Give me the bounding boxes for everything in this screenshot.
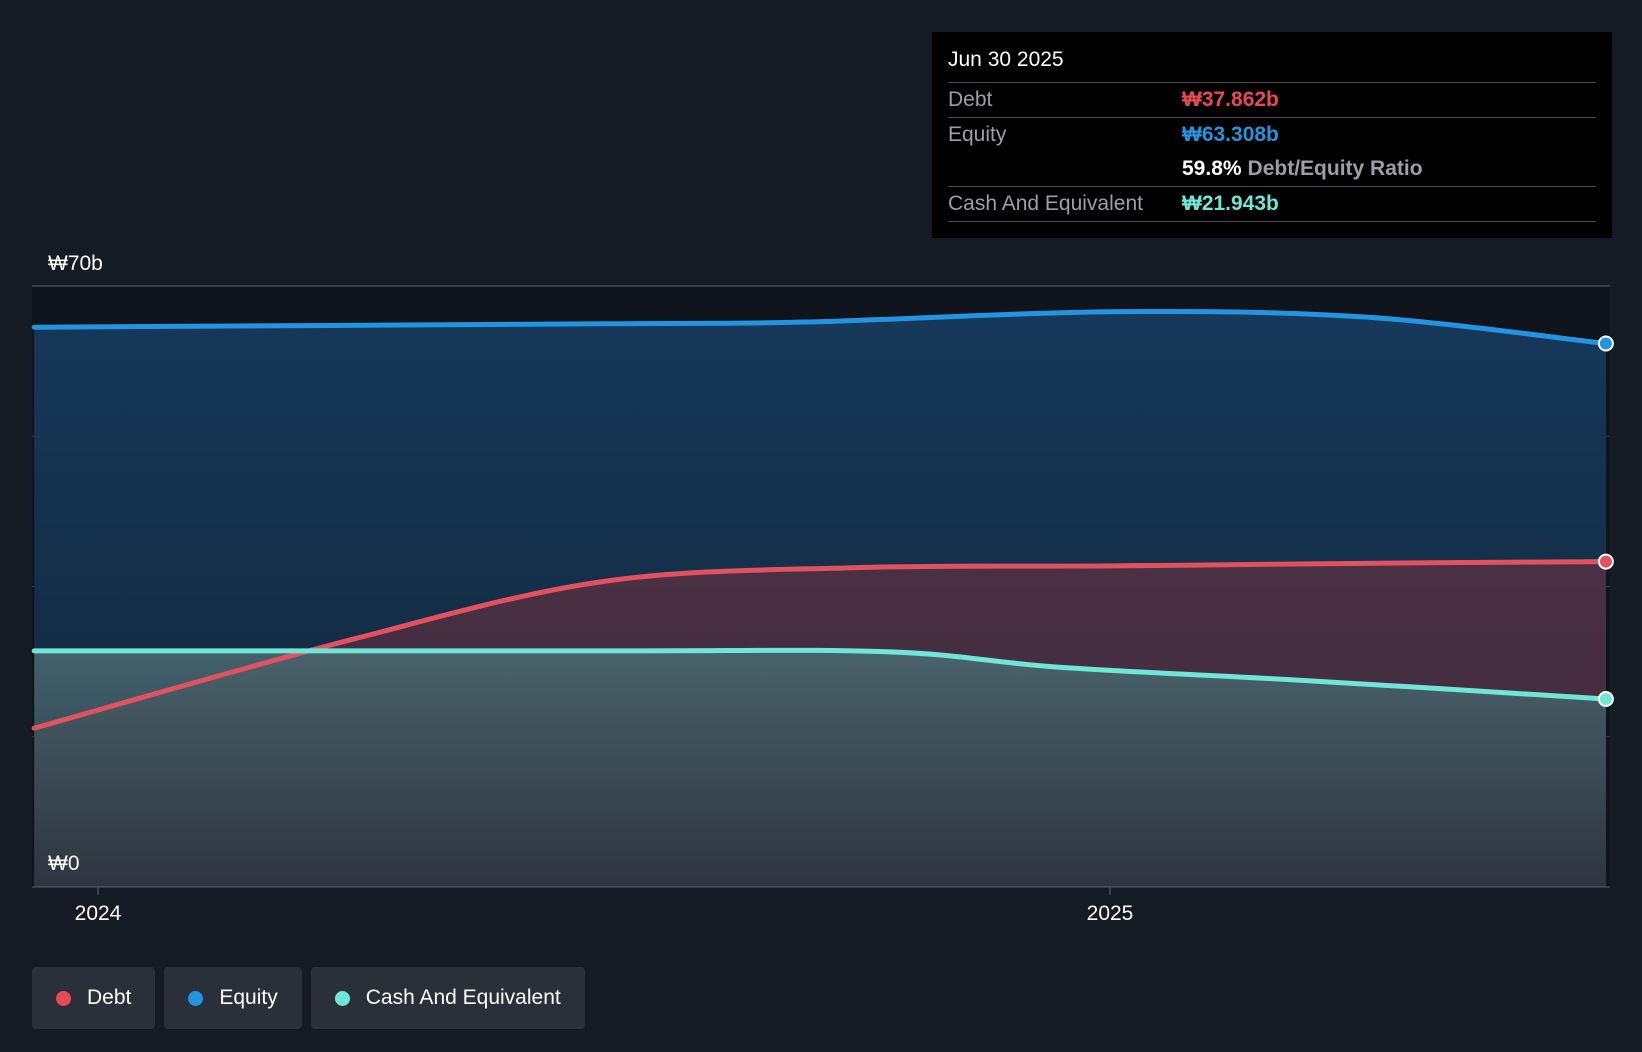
tooltip-ratio-label: Debt/Equity Ratio (1247, 157, 1423, 180)
tooltip-equity-value: ₩63.308b (1182, 123, 1279, 146)
tooltip-debt-row: Debt ₩37.862b (948, 83, 1596, 118)
equity-endpoint (1597, 335, 1614, 352)
legend-item-equity[interactable]: Equity (164, 967, 302, 1029)
legend-label-cash: Cash And Equivalent (365, 986, 561, 1009)
legend: Debt Equity Cash And Equivalent (32, 967, 585, 1029)
legend-item-cash[interactable]: Cash And Equivalent (310, 967, 585, 1029)
tooltip: Jun 30 2025 Debt ₩37.862b Equity ₩63.308… (932, 32, 1612, 238)
cash-line (31, 647, 1609, 702)
tooltip-equity-row: Equity ₩63.308b (948, 118, 1596, 152)
tooltip-debt-value: ₩37.862b (1182, 88, 1279, 111)
cash-dot-icon (334, 990, 350, 1006)
debt-dot-icon (56, 990, 71, 1006)
y-axis-min-label: ₩0 (48, 852, 80, 875)
y-axis-max-label: ₩70b (48, 252, 103, 275)
legend-label-debt: Debt (87, 986, 132, 1009)
tooltip-cash-value: ₩21.943b (1182, 192, 1279, 215)
tooltip-cash-row: Cash And Equivalent ₩21.943b (948, 187, 1596, 222)
tooltip-debt-label: Debt (948, 88, 993, 111)
tooltip-equity-label: Equity (948, 123, 1007, 146)
debt-line (31, 559, 1609, 731)
cash-endpoint (1597, 690, 1614, 707)
debt-endpoint (1597, 553, 1614, 570)
x-tick-label-2025: 2025 (1087, 902, 1134, 925)
legend-item-debt[interactable]: Debt (32, 967, 156, 1029)
tooltip-ratio-value: 59.8% (1182, 157, 1242, 180)
equity-line (31, 308, 1609, 347)
tooltip-ratio-row: 59.8% Debt/Equity Ratio (948, 152, 1596, 187)
equity-dot-icon (188, 990, 204, 1006)
cash-area (34, 650, 1606, 887)
x-tick-label-2024: 2024 (75, 902, 122, 925)
tooltip-cash-label: Cash And Equivalent (948, 192, 1143, 215)
tooltip-date: Jun 30 2025 (948, 46, 1596, 83)
legend-label-equity: Equity (219, 986, 278, 1009)
